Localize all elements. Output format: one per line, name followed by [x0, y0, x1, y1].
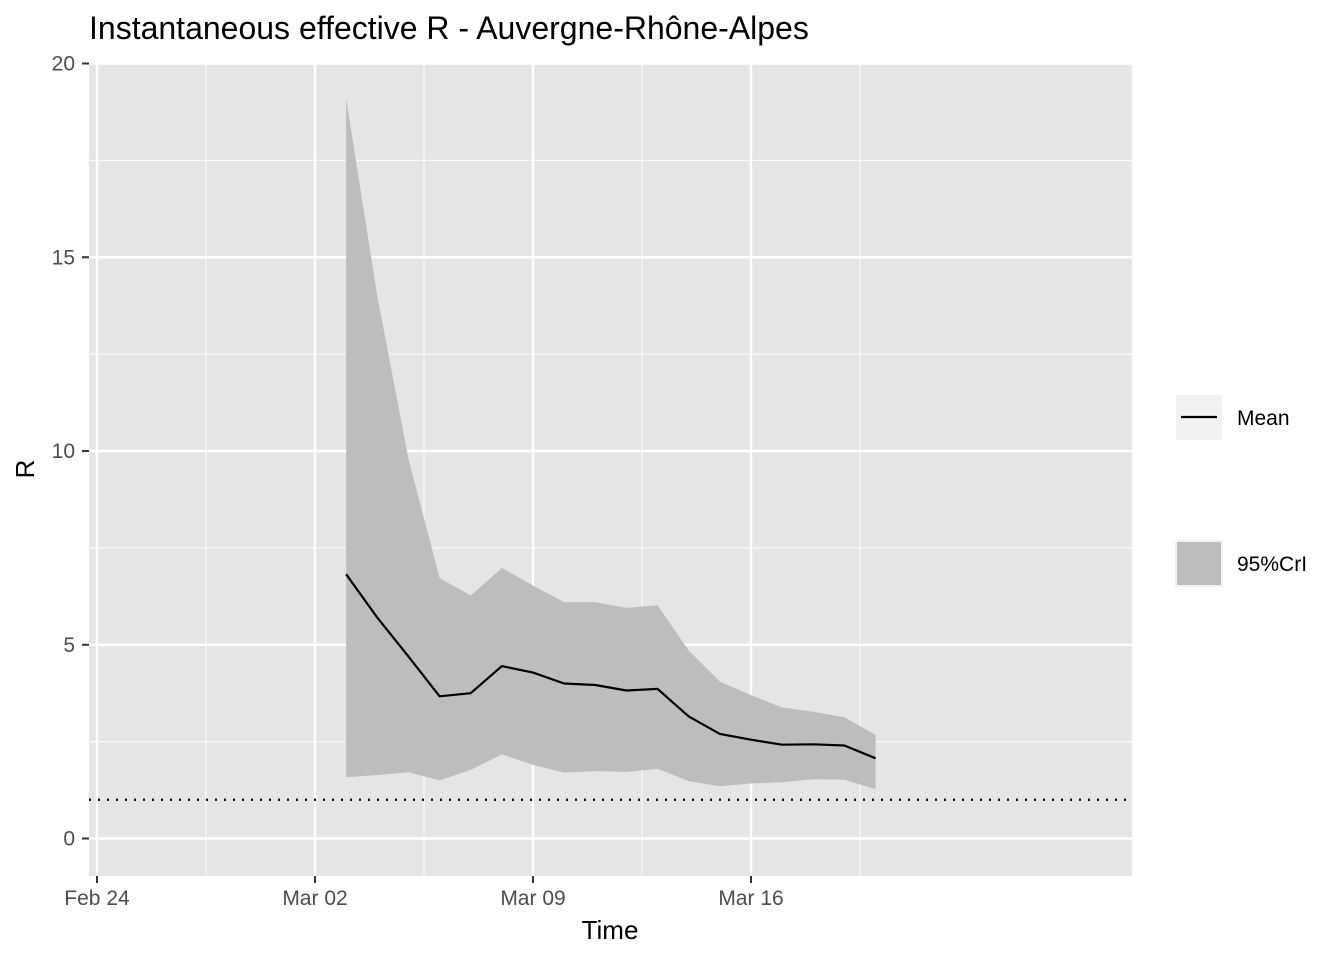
y-tick-label: 15 [52, 246, 75, 269]
legend-label-interval: 95%CrI [1237, 553, 1307, 576]
x-tick-label: Mar 02 [282, 887, 347, 910]
mean-line [345, 573, 877, 760]
legend-key-interval [1175, 540, 1223, 587]
legend-item-interval: 95%CrI [1175, 540, 1307, 587]
legend: Mean 95%CrI [1175, 395, 1307, 587]
legend-label-mean: Mean [1237, 407, 1290, 430]
x-axis-title: Time [582, 915, 639, 945]
y-tick-label: 5 [63, 634, 75, 657]
x-tick-label: Feb 24 [64, 887, 130, 910]
x-tick-label: Mar 16 [718, 887, 783, 910]
x-tick-label: Mar 09 [500, 887, 565, 910]
chart-title: Instantaneous effective R - Auvergne-Rhô… [89, 10, 809, 46]
y-tick-label: 20 [52, 53, 75, 76]
credible-interval-band [346, 98, 876, 790]
legend-item-mean: Mean [1176, 395, 1290, 440]
y-axis: 0 5 10 15 20 [52, 53, 89, 851]
x-axis: Feb 24 Mar 02 Mar 09 Mar 16 [64, 876, 784, 910]
y-tick-label: 0 [63, 828, 75, 851]
chart-marks [89, 98, 1132, 801]
y-tick-label: 10 [52, 440, 75, 463]
y-axis-title: R [10, 460, 40, 479]
